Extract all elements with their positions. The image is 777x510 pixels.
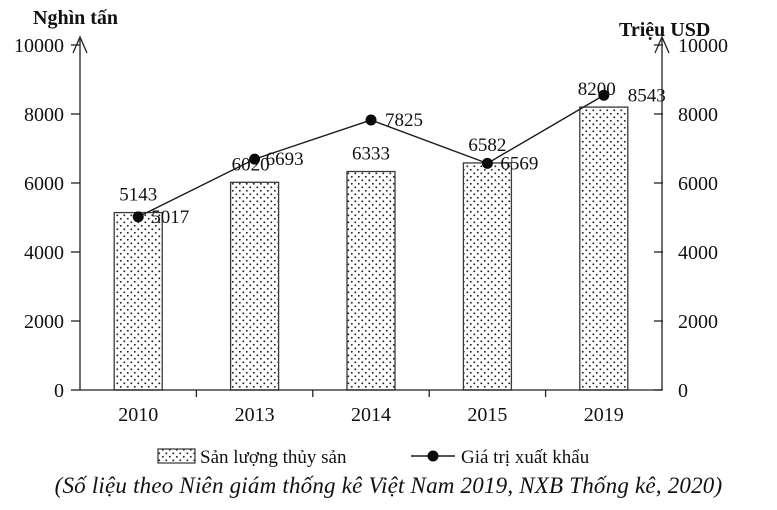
chart: Nghìn tấn Triệu USD 5143 6020 6333 6582 8200 50… bbox=[14, 7, 728, 468]
right-tick-label: 10000 bbox=[678, 35, 728, 57]
left-axis-arrow-icon bbox=[72, 35, 88, 54]
x-label-2019: 2019 bbox=[584, 404, 624, 426]
left-tick-label: 2000 bbox=[24, 311, 64, 333]
right-tick-label: 2000 bbox=[678, 311, 718, 333]
right-axis-title: Triệu USD bbox=[619, 19, 710, 41]
left-tick-label: 6000 bbox=[24, 173, 64, 195]
point-label-2015: 6569 bbox=[500, 153, 538, 174]
x-label-2010: 2010 bbox=[118, 404, 158, 426]
bar-2013 bbox=[229, 181, 280, 391]
bar-2010 bbox=[113, 211, 163, 391]
left-tick-label: 4000 bbox=[24, 242, 64, 264]
point-label-2010: 5017 bbox=[151, 207, 189, 228]
left-axis-title: Nghìn tấn bbox=[33, 7, 118, 29]
point-label-2014: 7825 bbox=[385, 110, 423, 131]
left-tick-label: 0 bbox=[54, 380, 64, 402]
point-label-2013: 6693 bbox=[266, 149, 304, 170]
bar-label-2015: 6582 bbox=[468, 135, 506, 156]
legend-label-bar: Sản lượng thủy sản bbox=[200, 447, 347, 468]
bar-label-2014: 6333 bbox=[352, 144, 390, 165]
point-2013 bbox=[249, 153, 261, 165]
point-2014 bbox=[365, 114, 377, 126]
left-tick-label: 10000 bbox=[14, 35, 64, 57]
left-tick-label: 8000 bbox=[24, 104, 64, 126]
bar-2019 bbox=[579, 106, 629, 391]
right-axis-arrow-icon bbox=[654, 35, 670, 54]
bar-label-2019: 8200 bbox=[578, 79, 616, 100]
bar-2014 bbox=[346, 170, 396, 391]
point-label-2019: 8543 bbox=[628, 85, 666, 106]
point-2019 bbox=[598, 89, 610, 101]
source-caption: (Số liệu theo Niên giám thống kê Việt Na… bbox=[54, 473, 723, 498]
legend: Sản lượng thủy sản Giá trị xuất khẩu bbox=[157, 447, 590, 468]
right-tick-label: 6000 bbox=[678, 173, 718, 195]
point-2015 bbox=[481, 157, 493, 169]
right-tick-label: 0 bbox=[678, 380, 688, 402]
x-label-2015: 2015 bbox=[467, 404, 507, 426]
bar-label-2013: 6020 bbox=[232, 154, 270, 175]
right-tick-label: 8000 bbox=[678, 104, 718, 126]
bar-2015 bbox=[462, 162, 513, 391]
legend-label-line: Giá trị xuất khẩu bbox=[461, 447, 590, 468]
legend-marker-dot-icon bbox=[427, 450, 439, 462]
bar-label-2010: 5143 bbox=[119, 185, 157, 206]
x-label-2014: 2014 bbox=[351, 404, 391, 426]
right-tick-label: 4000 bbox=[678, 242, 718, 264]
legend-swatch-bar bbox=[157, 448, 196, 464]
point-2010 bbox=[132, 211, 144, 223]
plot-area: Nghìn tấn Triệu USD 5143 6020 6333 6582 8200 50… bbox=[14, 7, 728, 426]
x-label-2013: 2013 bbox=[235, 404, 275, 426]
